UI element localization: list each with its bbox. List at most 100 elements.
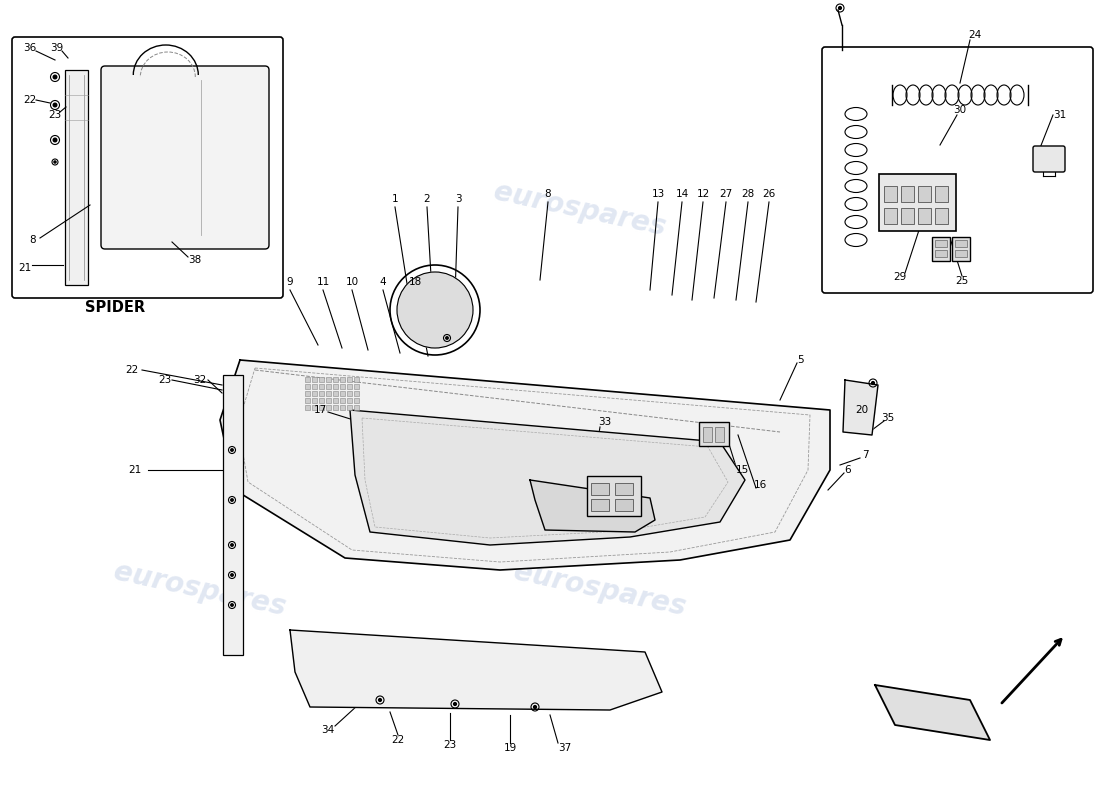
Bar xyxy=(312,377,317,382)
Text: 16: 16 xyxy=(754,480,767,490)
Bar xyxy=(346,377,352,382)
Text: 22: 22 xyxy=(23,95,36,105)
FancyBboxPatch shape xyxy=(879,174,956,231)
Circle shape xyxy=(397,272,473,348)
Text: 17: 17 xyxy=(314,405,327,415)
Circle shape xyxy=(838,6,842,10)
Text: 13: 13 xyxy=(651,189,664,199)
Circle shape xyxy=(231,449,233,451)
Bar xyxy=(615,499,632,511)
Circle shape xyxy=(453,702,456,706)
Text: 4: 4 xyxy=(379,277,386,287)
Bar xyxy=(333,377,338,382)
Bar xyxy=(305,405,310,410)
Bar xyxy=(935,186,948,202)
Text: 7: 7 xyxy=(861,450,868,460)
Bar xyxy=(340,384,345,389)
Bar xyxy=(305,377,310,382)
FancyBboxPatch shape xyxy=(587,476,641,516)
Bar xyxy=(901,208,914,224)
FancyBboxPatch shape xyxy=(698,422,729,446)
Text: 30: 30 xyxy=(954,105,967,115)
Bar xyxy=(312,398,317,403)
Bar xyxy=(65,70,88,285)
Text: 11: 11 xyxy=(317,277,330,287)
Bar xyxy=(354,391,359,396)
Bar xyxy=(340,391,345,396)
Text: 19: 19 xyxy=(504,743,517,753)
Text: 23: 23 xyxy=(443,740,456,750)
Bar xyxy=(955,240,967,247)
Text: 15: 15 xyxy=(736,465,749,475)
Bar xyxy=(901,186,914,202)
Bar xyxy=(333,384,338,389)
Circle shape xyxy=(54,161,56,163)
Bar xyxy=(935,240,947,247)
Bar xyxy=(703,427,712,442)
Bar xyxy=(333,398,338,403)
Bar xyxy=(346,398,352,403)
Bar xyxy=(884,186,896,202)
Polygon shape xyxy=(350,410,745,545)
Circle shape xyxy=(446,337,448,339)
Text: 26: 26 xyxy=(762,189,776,199)
Text: 31: 31 xyxy=(1054,110,1067,120)
Polygon shape xyxy=(290,630,662,710)
Text: 22: 22 xyxy=(125,365,139,375)
Bar xyxy=(935,250,947,257)
FancyBboxPatch shape xyxy=(822,47,1093,293)
Text: 38: 38 xyxy=(188,255,201,265)
Text: 1: 1 xyxy=(392,194,398,204)
Text: 35: 35 xyxy=(881,413,894,423)
Text: 23: 23 xyxy=(158,375,172,385)
Polygon shape xyxy=(843,380,878,435)
Text: 14: 14 xyxy=(675,189,689,199)
Bar xyxy=(223,375,243,655)
Circle shape xyxy=(871,382,874,384)
Bar xyxy=(346,405,352,410)
Text: 27: 27 xyxy=(719,189,733,199)
Bar xyxy=(312,405,317,410)
Bar xyxy=(346,391,352,396)
Text: 39: 39 xyxy=(51,43,64,53)
Bar xyxy=(305,398,310,403)
Text: 21: 21 xyxy=(19,263,32,273)
Text: 33: 33 xyxy=(598,417,612,427)
Bar xyxy=(918,208,931,224)
FancyBboxPatch shape xyxy=(12,37,283,298)
Text: 8: 8 xyxy=(544,189,551,199)
FancyBboxPatch shape xyxy=(952,237,970,261)
Bar xyxy=(319,405,324,410)
Bar xyxy=(305,391,310,396)
Text: eurospares: eurospares xyxy=(111,558,288,622)
Bar xyxy=(884,208,896,224)
Bar xyxy=(312,391,317,396)
Text: 6: 6 xyxy=(845,465,851,475)
Bar xyxy=(326,391,331,396)
Text: eurospares: eurospares xyxy=(492,178,669,242)
Bar xyxy=(319,391,324,396)
Text: 21: 21 xyxy=(129,465,142,475)
FancyBboxPatch shape xyxy=(101,66,270,249)
Circle shape xyxy=(231,604,233,606)
Bar xyxy=(319,384,324,389)
Text: 32: 32 xyxy=(194,375,207,385)
Bar xyxy=(326,384,331,389)
Text: 9: 9 xyxy=(287,277,294,287)
Bar xyxy=(715,427,724,442)
Bar xyxy=(333,405,338,410)
Text: 36: 36 xyxy=(23,43,36,53)
Circle shape xyxy=(231,574,233,576)
Text: 25: 25 xyxy=(956,276,969,286)
Text: 28: 28 xyxy=(741,189,755,199)
Polygon shape xyxy=(220,360,830,570)
Bar xyxy=(591,483,609,495)
Text: eurospares: eurospares xyxy=(42,178,219,242)
Text: 5: 5 xyxy=(796,355,803,365)
Bar xyxy=(354,405,359,410)
Bar xyxy=(354,398,359,403)
Bar xyxy=(354,384,359,389)
Circle shape xyxy=(378,698,382,702)
Bar xyxy=(935,208,948,224)
FancyBboxPatch shape xyxy=(1033,146,1065,172)
